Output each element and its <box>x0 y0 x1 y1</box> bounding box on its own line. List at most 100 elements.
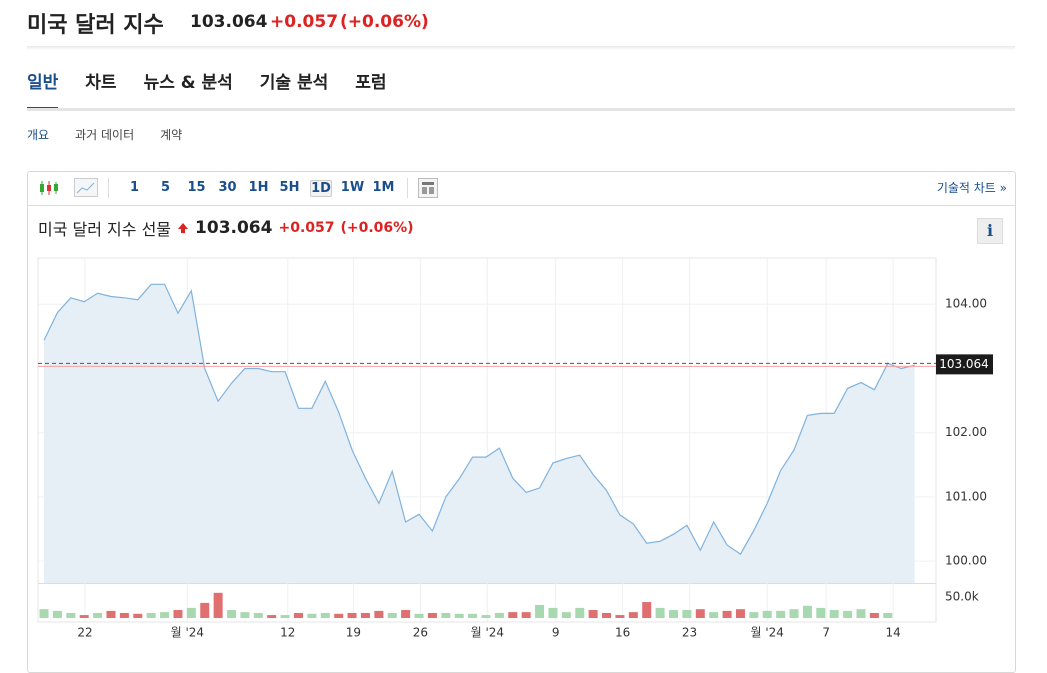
volume-bar <box>146 612 156 618</box>
volume-bar <box>883 612 893 618</box>
volume-bar <box>267 615 277 618</box>
x-tick-label: 23 <box>682 626 697 640</box>
volume-bar <box>575 607 585 618</box>
tab[interactable]: 일반 <box>27 68 59 110</box>
toolbar: 1 5 15 30 1H 5H 1D 1W 1M <box>38 178 438 198</box>
volume-bar <box>93 612 103 618</box>
volume-bar <box>334 613 344 618</box>
interval-button[interactable]: 1H <box>248 179 269 195</box>
volume-bar <box>320 612 330 618</box>
last-price-box <box>936 354 993 375</box>
y-tick-label: 102.00 <box>945 425 987 439</box>
volume-bar <box>588 610 598 618</box>
interval-button[interactable]: 5 <box>160 179 171 195</box>
toolbar-divider <box>28 205 1015 206</box>
volume-bar <box>173 610 183 618</box>
tab[interactable]: 뉴스 & 분석 <box>143 73 233 93</box>
volume-bar <box>843 610 853 618</box>
last-price-label: 103.064 <box>939 357 989 371</box>
volume-bar <box>548 607 558 618</box>
volume-bar <box>816 607 826 618</box>
volume-bar <box>602 612 612 618</box>
x-tick-label: 16 <box>615 626 630 640</box>
chart-change: +0.057 <box>278 220 335 236</box>
volume-bar <box>869 612 879 618</box>
volume-bar <box>508 612 518 618</box>
tab[interactable]: 기술 분석 <box>259 73 329 93</box>
chart: 22 월 '24 12 19 26 월 '24 9 16 23 월 '24 7 14 100.00 101… <box>37 257 993 640</box>
toolbar-separator <box>108 178 109 198</box>
header-divider <box>27 46 1015 50</box>
volume-bar <box>293 612 303 618</box>
interval-button[interactable]: 5H <box>279 179 300 195</box>
volume-bar <box>454 613 464 618</box>
subtab[interactable]: 과거 데이터 <box>75 128 135 142</box>
volume-bar <box>695 609 705 618</box>
x-tick-label: 19 <box>346 626 361 640</box>
volume-bar <box>615 615 625 618</box>
volume-bar <box>682 610 692 618</box>
interval-button[interactable]: 30 <box>218 179 237 195</box>
volume-bar <box>414 613 424 618</box>
x-tick-label: 9 <box>552 626 560 640</box>
info-button[interactable]: i <box>977 218 1003 244</box>
interval-button[interactable]: 1W <box>340 179 365 195</box>
volume-bar <box>52 610 62 618</box>
volume-bar <box>374 610 384 618</box>
volume-bar <box>722 610 732 618</box>
volume-bar <box>762 610 772 618</box>
volume-bar <box>253 612 263 618</box>
interval-button[interactable]: 15 <box>187 179 206 195</box>
line-icon[interactable] <box>74 178 104 198</box>
volume-bar <box>307 613 317 618</box>
chart-change-pct: (+0.06%) <box>340 220 414 236</box>
change-pct: (+0.06%) <box>340 12 429 32</box>
volume-bar <box>668 610 678 618</box>
volume-bar <box>735 609 745 618</box>
tabs: 일반 차트 뉴스 & 분석 기술 분석 포럼 <box>27 68 387 110</box>
volume-bar <box>776 610 786 618</box>
volume-tick-label: 50.0k <box>945 590 979 604</box>
up-arrow <box>178 223 189 233</box>
tab-divider <box>27 108 1015 111</box>
page-title: 미국 달러 지수 <box>27 13 164 38</box>
subtabs: 개요 과거 데이터 계약 <box>27 126 182 143</box>
volume-bar <box>441 612 451 618</box>
intervals: 1 5 15 30 1H 5H 1D 1W 1M <box>119 179 399 197</box>
volume-bar <box>347 612 357 618</box>
subtab[interactable]: 개요 <box>27 128 50 142</box>
tab[interactable]: 차트 <box>85 73 117 93</box>
x-tick-label: 26 <box>413 626 428 640</box>
volume-bar <box>481 615 491 618</box>
y-tick-label: 101.00 <box>945 489 987 503</box>
volume-bar <box>468 613 478 618</box>
candle-icon[interactable] <box>38 180 60 196</box>
volume-bar <box>227 610 237 618</box>
tab[interactable]: 포럼 <box>355 73 387 93</box>
interval-button[interactable]: 1M <box>372 179 395 195</box>
technical-chart-link[interactable]: 기술적 차트 » <box>936 181 1007 195</box>
interval-button[interactable]: 1D <box>310 179 332 197</box>
volume-bar <box>133 613 143 618</box>
area <box>44 284 915 583</box>
y-tick-label: 104.00 <box>945 297 987 311</box>
chart-title: 미국 달러 지수 선물 <box>38 220 172 239</box>
volume-bar <box>39 609 49 618</box>
interval-button[interactable]: 1 <box>129 179 140 195</box>
volume-bar <box>856 609 866 618</box>
volume-bar <box>160 612 170 618</box>
x-tick-label: 7 <box>822 626 830 640</box>
volume-bar <box>240 612 250 618</box>
x-tick-label: 월 '24 <box>171 626 204 640</box>
subtab[interactable]: 계약 <box>160 128 183 142</box>
volume-bar <box>186 607 196 618</box>
volume-bar <box>200 602 210 618</box>
layout-icon[interactable] <box>418 178 438 198</box>
line <box>43 283 915 555</box>
volume-bar <box>628 612 638 618</box>
volume-bar <box>535 604 545 618</box>
volume-bar <box>387 612 397 618</box>
volume-bar <box>709 612 719 618</box>
volume-bar <box>401 610 411 618</box>
